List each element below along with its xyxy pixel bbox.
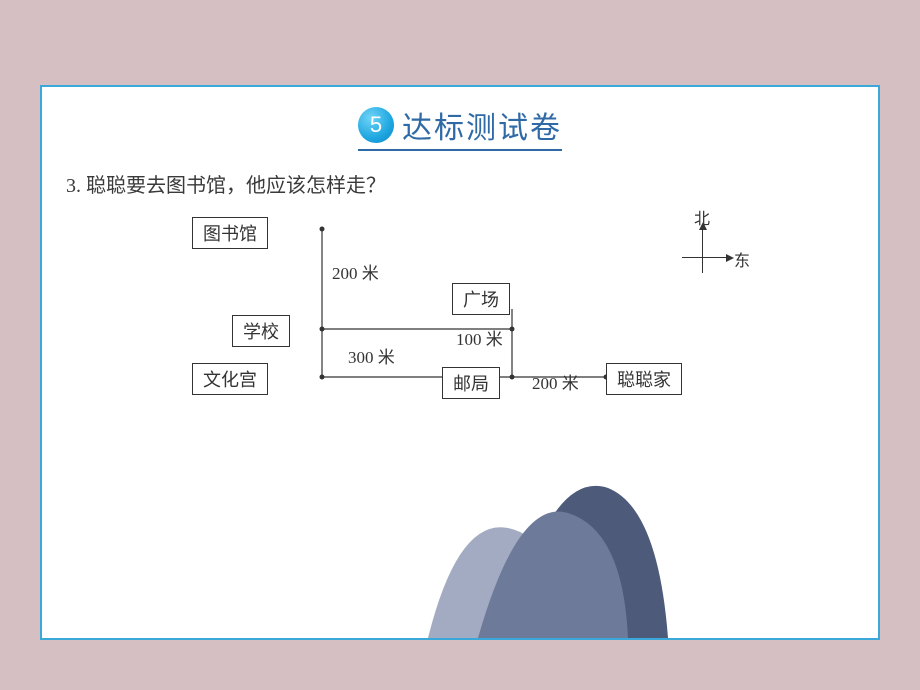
question-body: 聪聪要去图书馆，他应该怎样走？ (86, 175, 386, 197)
distance-label-1: 300 米 (348, 343, 395, 368)
question-number: 3. (66, 175, 81, 197)
map-diagram: 北 东 图书馆广场学校文化宫 邮局 聪聪家 200 米 300 米 100 米 200 米 (162, 217, 782, 437)
compass-arrow-east (726, 254, 734, 262)
map-node-school: 学校 (232, 315, 290, 347)
compass-label-east: 东 (734, 247, 750, 271)
title-row: 5 达标测试卷 (42, 103, 878, 151)
compass: 北 东 (682, 227, 742, 287)
map-node-home: 聪聪家 (606, 363, 682, 395)
title-text: 达标测试卷 (402, 103, 562, 147)
distance-label-3: 200 米 (532, 369, 579, 394)
title-underline: 5 达标测试卷 (358, 103, 562, 151)
content-frame: 5 达标测试卷 3. 聪聪要去图书馆，他应该怎样走？ 北 东 图书馆广场学校文化… (40, 85, 880, 640)
map-node-library: 图书馆 (192, 217, 268, 249)
chapter-badge: 5 (358, 107, 394, 143)
distance-label-2: 100 米 (456, 325, 503, 350)
compass-axis-vertical (702, 227, 703, 273)
decorative-hills (418, 458, 718, 638)
distance-label-0: 200 米 (332, 259, 379, 284)
compass-axis-horizontal (682, 257, 728, 258)
compass-label-north: 北 (694, 205, 710, 229)
map-node-post: 邮局 (442, 367, 500, 399)
map-node-plaza: 广场 (452, 283, 510, 315)
map-node-culture: 文化宫 (192, 363, 268, 395)
question-text: 3. 聪聪要去图书馆，他应该怎样走？ (66, 169, 386, 198)
